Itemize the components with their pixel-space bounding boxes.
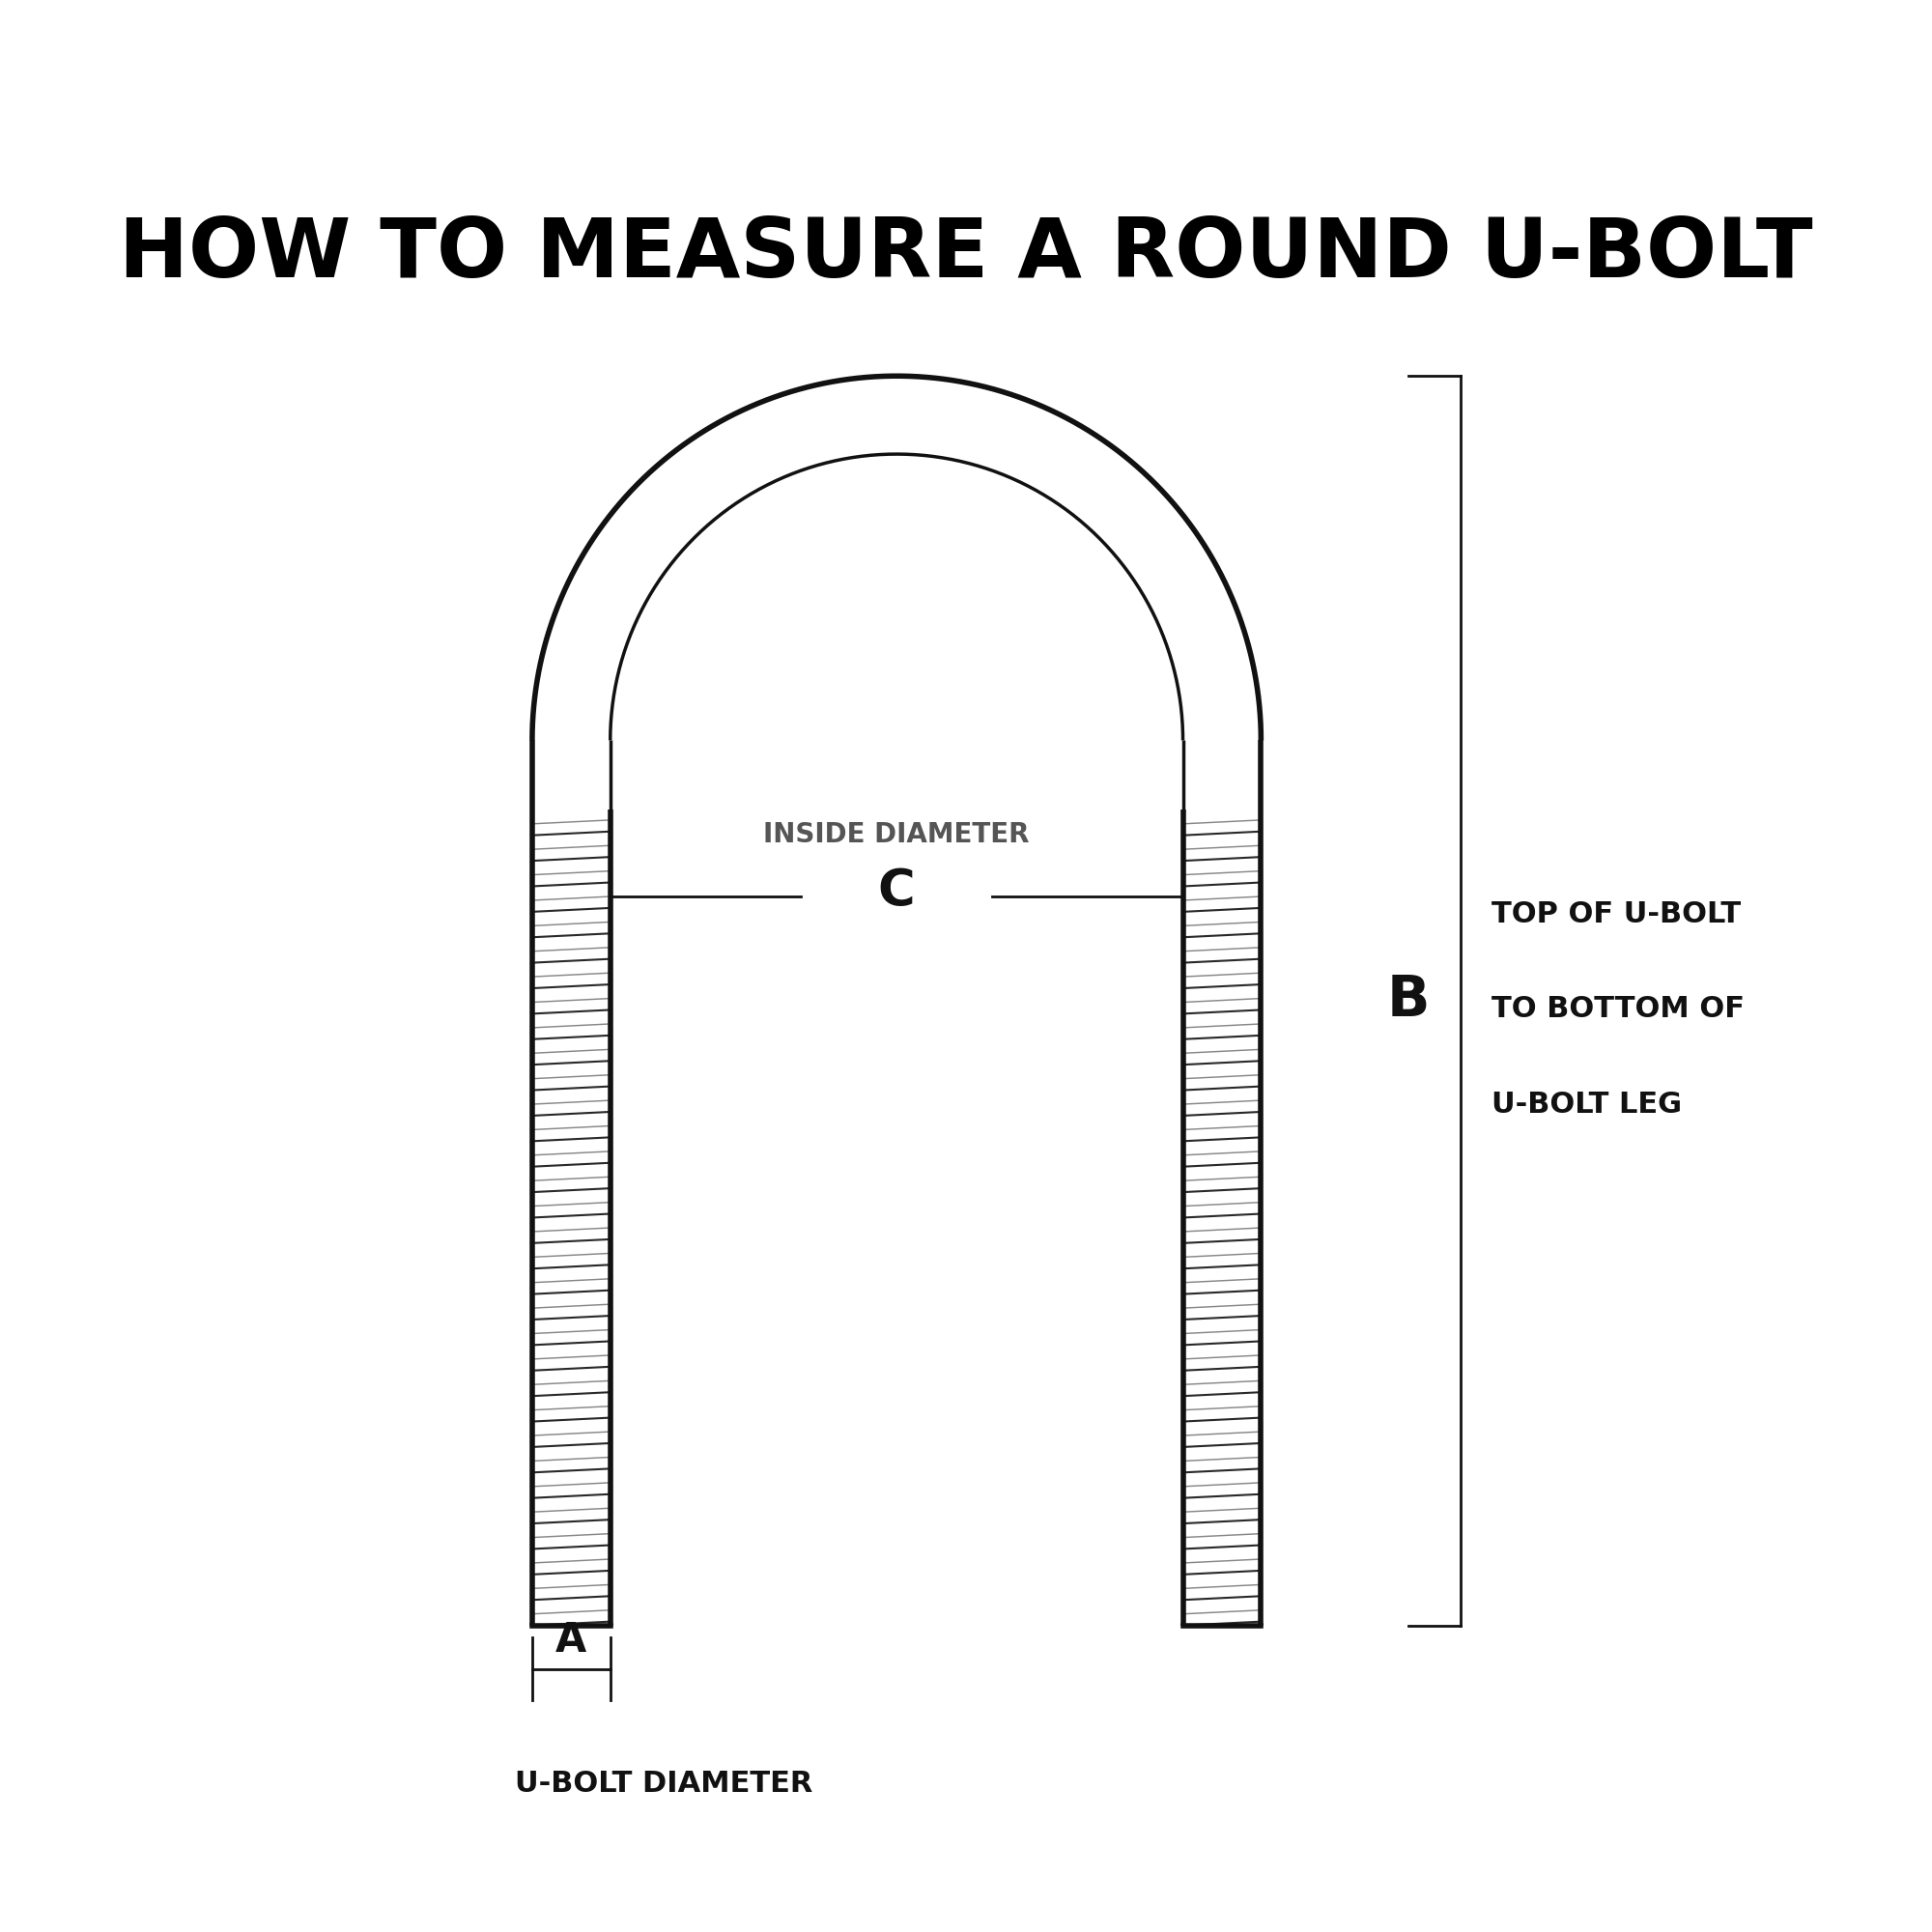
Text: TO BOTTOM OF: TO BOTTOM OF [1492,995,1745,1024]
Text: U-BOLT LEG: U-BOLT LEG [1492,1092,1683,1119]
Text: HOW TO MEASURE A ROUND U-BOLT: HOW TO MEASURE A ROUND U-BOLT [120,214,1812,294]
Text: U-BOLT DIAMETER: U-BOLT DIAMETER [514,1770,813,1797]
Text: INSIDE DIAMETER: INSIDE DIAMETER [763,821,1030,848]
Text: C: C [877,866,916,916]
Text: B: B [1387,974,1430,1028]
Text: TOP OF U-BOLT: TOP OF U-BOLT [1492,900,1741,927]
Text: A: A [556,1619,587,1660]
